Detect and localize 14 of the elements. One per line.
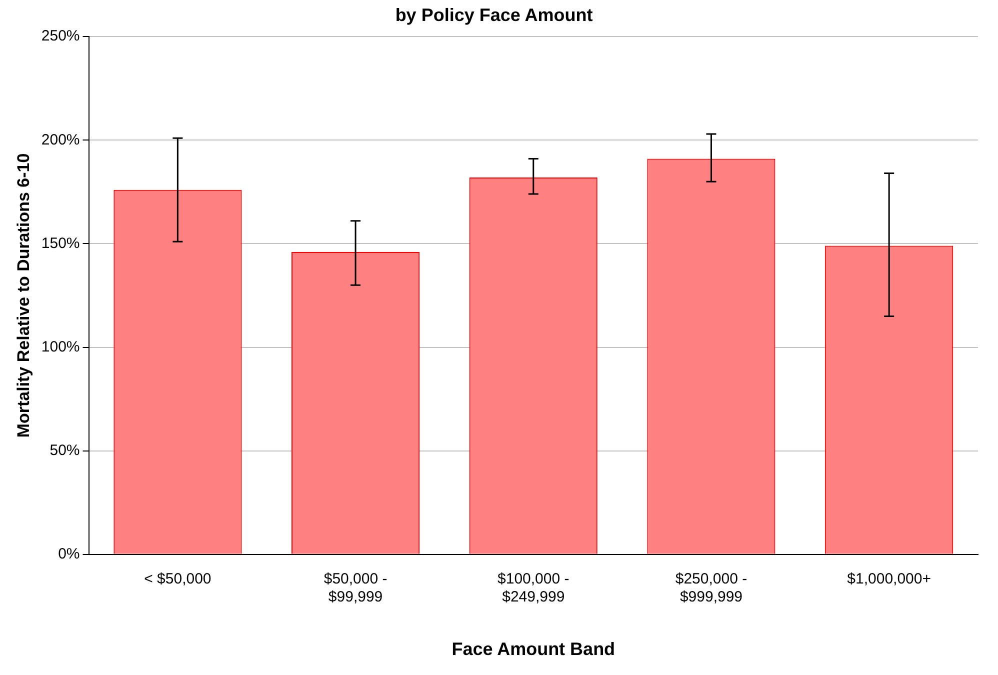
x-axis-title: Face Amount Band [452,639,616,660]
x-tick-label: < $50,000 [144,570,212,588]
y-tick-label: 100% [41,338,80,356]
y-tick-label: 50% [50,442,80,459]
x-tick-label: $1,000,000+ [847,570,932,588]
y-tick-label: 200% [41,131,80,148]
x-tick-label: $250,000 - $999,999 [675,570,748,606]
x-tick-label: $100,000 - $249,999 [498,570,570,606]
y-axis-title: Mortality Relative to Durations 6-10 [14,153,33,438]
y-tick-label: 150% [41,234,80,252]
y-tick-label: 0% [58,546,80,563]
x-tick-label: $50,000 - $99,999 [324,570,388,606]
y-tick-label: 250% [41,28,80,45]
chart-title: by Policy Face Amount [395,4,593,25]
